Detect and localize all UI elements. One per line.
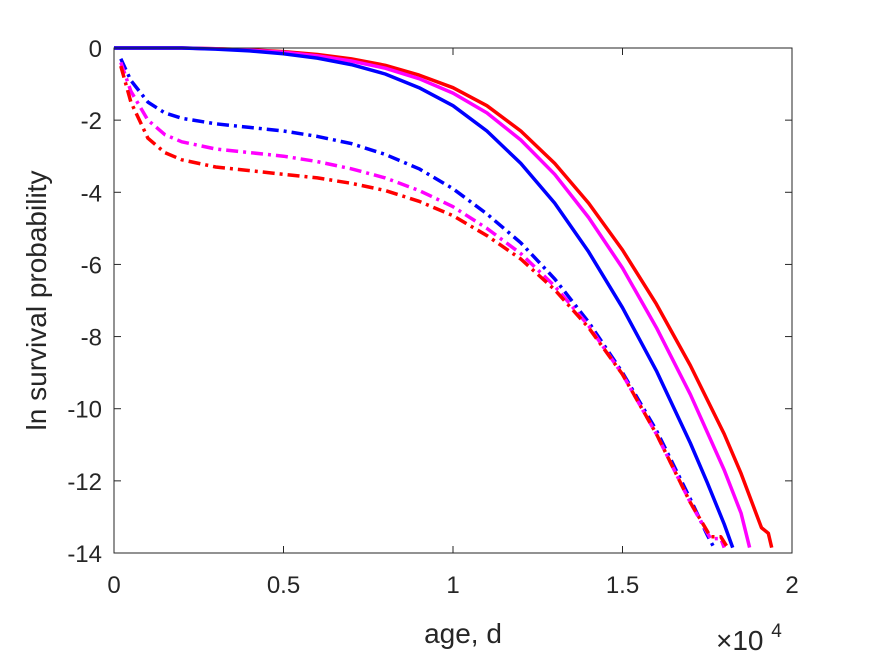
x-tick-label: 1.5 <box>606 572 639 599</box>
y-tick-label: -8 <box>81 325 102 352</box>
y-tick-label: 0 <box>89 36 102 63</box>
x-tick-label: 2 <box>785 572 798 599</box>
x-tick-label: 0.5 <box>267 572 300 599</box>
x-tick-label: 0 <box>107 572 120 599</box>
y-tick-label: -6 <box>81 252 102 279</box>
plot-area <box>114 48 792 553</box>
y-tick-label: -12 <box>67 469 102 496</box>
series-layer <box>114 46 774 549</box>
x-tick-label: 1 <box>446 572 459 599</box>
ticks-layer: 0 0.5 1 1.5 2 0 -2 -4 -6 -8 -10 -12 -14 <box>67 36 798 599</box>
y-tick-label: -10 <box>67 397 102 424</box>
y-tick-label: -4 <box>81 180 102 207</box>
x-axis-exponent: ×10 4 <box>716 621 782 656</box>
series-line-6-dashdot <box>119 65 730 549</box>
y-axis-label: ln survival probability <box>21 171 52 431</box>
x-axis-exponent-power: 4 <box>771 621 782 642</box>
y-tick-label: -2 <box>81 108 102 135</box>
x-axis-label: age, d <box>424 618 502 649</box>
series-line-3-solid <box>114 46 735 549</box>
y-tick-label: -14 <box>67 541 102 568</box>
x-axis-exponent-base: ×10 <box>716 625 764 656</box>
